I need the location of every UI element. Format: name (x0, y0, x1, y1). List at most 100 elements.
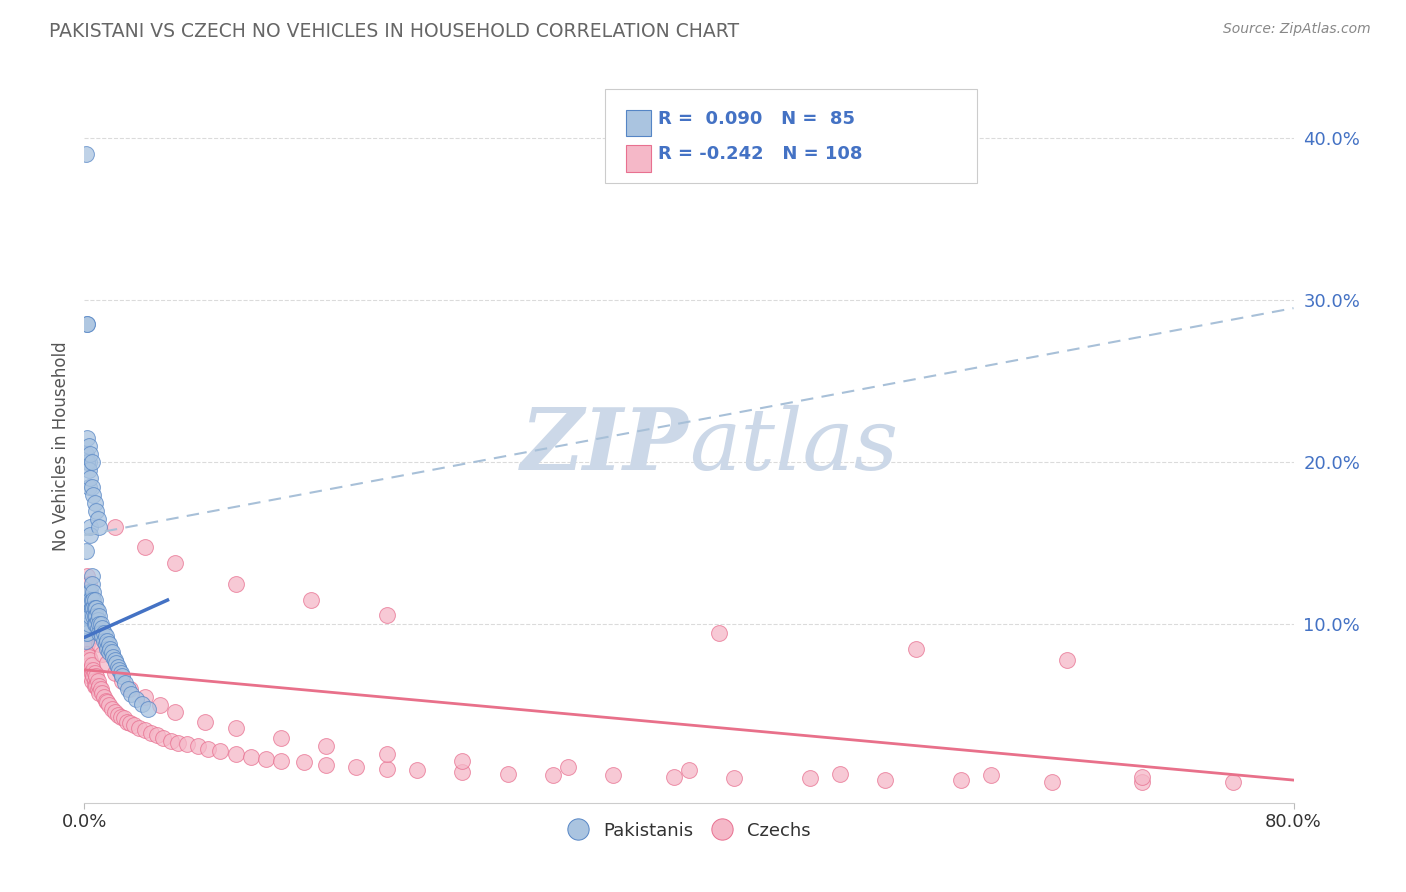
Point (108, 663, 131, 677)
Point (146, 728, 169, 742)
Point (1130, 770, 1153, 784)
Point (104, 520, 127, 534)
Point (98, 641, 121, 656)
Point (375, 747, 398, 761)
Point (76, 601, 98, 615)
Point (799, 772, 821, 786)
Point (80, 598, 103, 612)
Point (101, 649, 124, 664)
Point (86, 601, 108, 615)
Point (80, 479, 103, 493)
Legend: Pakistanis, Czechs: Pakistanis, Czechs (560, 814, 818, 847)
Point (678, 764, 700, 778)
Point (315, 739, 337, 753)
Point (131, 697, 153, 711)
Point (87, 621, 110, 635)
Point (79, 663, 101, 677)
Point (980, 768, 1002, 782)
Point (84, 613, 107, 627)
Point (79, 669, 101, 683)
Point (149, 698, 172, 713)
Point (1040, 774, 1063, 789)
Point (197, 742, 219, 756)
Point (90, 625, 112, 640)
Point (100, 645, 122, 659)
Point (375, 762, 398, 776)
Point (662, 770, 685, 784)
Point (114, 675, 136, 690)
Point (89, 520, 111, 534)
Point (79, 447, 101, 461)
Point (80, 601, 103, 615)
Point (84, 601, 107, 615)
Point (93, 633, 115, 648)
Point (96, 633, 118, 648)
Text: atlas: atlas (689, 405, 898, 487)
Point (115, 714, 138, 729)
Point (406, 764, 429, 778)
Point (82, 609, 104, 624)
Point (165, 705, 187, 719)
Y-axis label: No Vehicles in Household: No Vehicles in Household (52, 341, 70, 551)
Point (80, 455, 103, 469)
Point (84, 496, 107, 510)
Point (75, 641, 97, 656)
Point (82, 593, 104, 607)
Point (128, 721, 150, 735)
Point (97, 637, 120, 651)
Point (77, 577, 100, 591)
Point (96, 657, 118, 671)
Point (187, 739, 209, 753)
Point (75, 147, 97, 161)
Point (830, 766, 852, 780)
Point (94, 693, 117, 707)
Point (209, 744, 232, 758)
Point (89, 685, 111, 699)
Point (1130, 774, 1153, 789)
Point (110, 666, 132, 681)
Point (80, 666, 103, 681)
Text: Source: ZipAtlas.com: Source: ZipAtlas.com (1223, 22, 1371, 37)
Point (176, 738, 198, 752)
Point (602, 768, 624, 782)
Point (79, 593, 101, 607)
Point (97, 698, 120, 713)
Point (87, 613, 110, 627)
Point (107, 659, 129, 673)
Point (165, 556, 187, 570)
Point (87, 674, 110, 689)
Point (139, 726, 162, 740)
Point (107, 708, 129, 723)
Point (225, 747, 247, 761)
Point (557, 760, 579, 774)
Text: R = -0.242   N = 108: R = -0.242 N = 108 (658, 145, 862, 162)
Point (77, 439, 100, 453)
Point (86, 504, 108, 518)
Point (120, 687, 142, 701)
Point (80, 577, 103, 591)
Point (79, 609, 101, 624)
Point (79, 585, 101, 599)
Point (89, 679, 111, 693)
Point (451, 754, 474, 768)
Point (134, 690, 156, 705)
Point (292, 756, 315, 770)
Point (194, 714, 217, 729)
Point (77, 663, 100, 677)
Point (91, 685, 114, 699)
Point (76, 653, 98, 667)
Point (84, 674, 107, 689)
Point (76, 625, 98, 640)
Point (75, 544, 97, 558)
Point (79, 520, 101, 534)
Point (950, 773, 973, 788)
Point (77, 617, 100, 632)
Point (76, 318, 98, 332)
Point (93, 690, 115, 705)
Point (89, 637, 111, 651)
Point (112, 711, 135, 725)
Point (84, 679, 107, 693)
Point (136, 702, 159, 716)
Point (75, 601, 97, 615)
Point (75, 633, 97, 648)
